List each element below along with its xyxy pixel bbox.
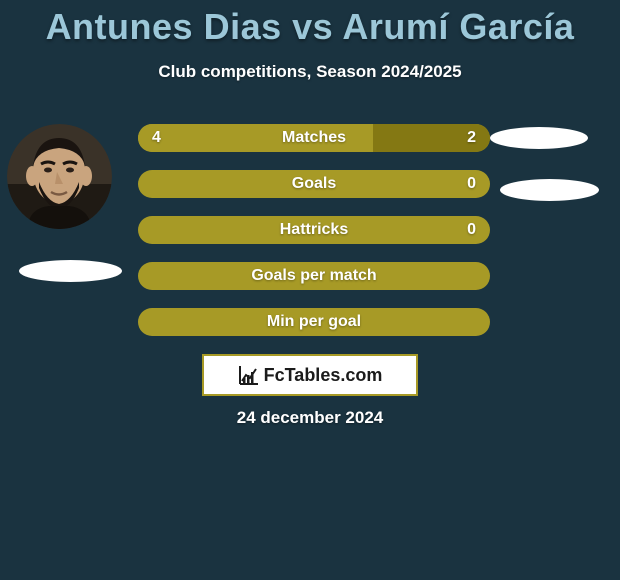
stat-bar: Hattricks 0 [138,216,490,244]
placeholder-oval-left [19,260,122,282]
comparison-title: Antunes Dias vs Arumí García [0,0,620,48]
stat-label: Matches [282,129,346,147]
player-avatar-left [7,124,112,229]
stat-bar: Matches 4 2 [138,124,490,152]
chart-icon [238,364,260,386]
date-label: 24 december 2024 [0,408,620,428]
stat-value-right: 2 [467,129,476,147]
stat-value-left: 4 [152,129,161,147]
stat-label: Hattricks [280,221,348,239]
placeholder-oval-right-1 [490,127,588,149]
stat-label: Min per goal [267,313,361,331]
stat-label: Goals [292,175,336,193]
comparison-bars: Matches 4 2 Goals 0 Hattricks 0 Goals per match… [138,124,490,354]
placeholder-oval-right-2 [500,179,599,201]
logo-text: FcTables.com [264,365,383,386]
subtitle: Club competitions, Season 2024/2025 [0,62,620,82]
stat-bar: Goals 0 [138,170,490,198]
stat-label: Goals per match [251,267,376,285]
stat-bar: Goals per match [138,262,490,290]
stat-value-right: 0 [467,175,476,193]
fctables-logo: FcTables.com [202,354,418,396]
stat-bar: Min per goal [138,308,490,336]
stat-value-right: 0 [467,221,476,239]
